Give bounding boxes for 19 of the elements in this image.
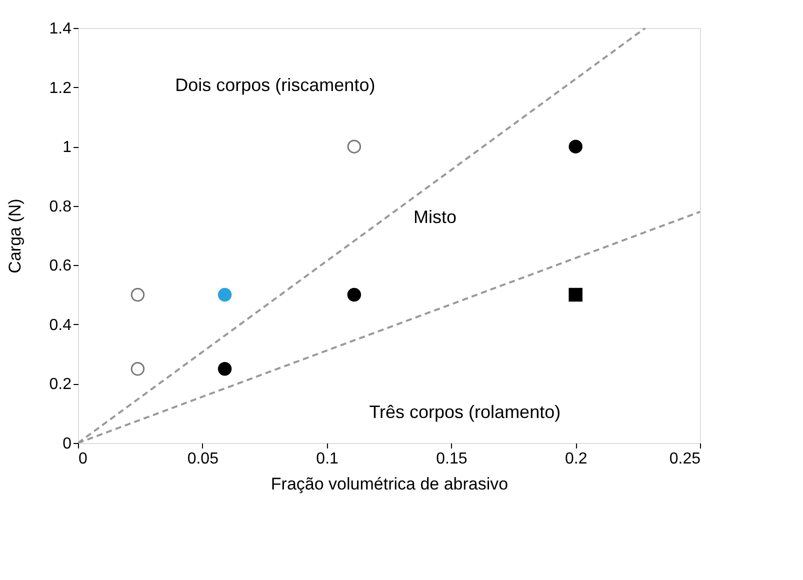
x-tick-label: 0.2 [564,450,588,468]
y-tick-label: 0.2 [49,376,72,394]
x-tick-label: 0.25 [669,450,701,468]
y-tick-label: 1.2 [49,80,72,97]
x-axis-title: Fração volumétrica de abrasivo [270,474,508,494]
annotation: Dois corpos (riscamento) [175,75,376,96]
y-axis-title: Carga (N) [5,198,24,274]
y-tick-label: 0 [62,436,72,452]
y-tick-label: 0.6 [49,258,72,275]
annotation: Misto [414,207,457,228]
x-tick-label: 0.15 [436,450,468,468]
y-tick-label: 1 [62,139,72,156]
annotation: Três corpos (rolamento) [369,402,561,422]
x-tick-label: 0.1 [316,450,339,468]
y-tick-label: 1.4 [49,20,72,38]
y-tick-label: 0.4 [49,316,72,334]
y-tick-label: 0.8 [49,198,72,216]
x-tick-label: 0 [78,450,88,468]
x-tick-label: 0.05 [187,450,219,468]
